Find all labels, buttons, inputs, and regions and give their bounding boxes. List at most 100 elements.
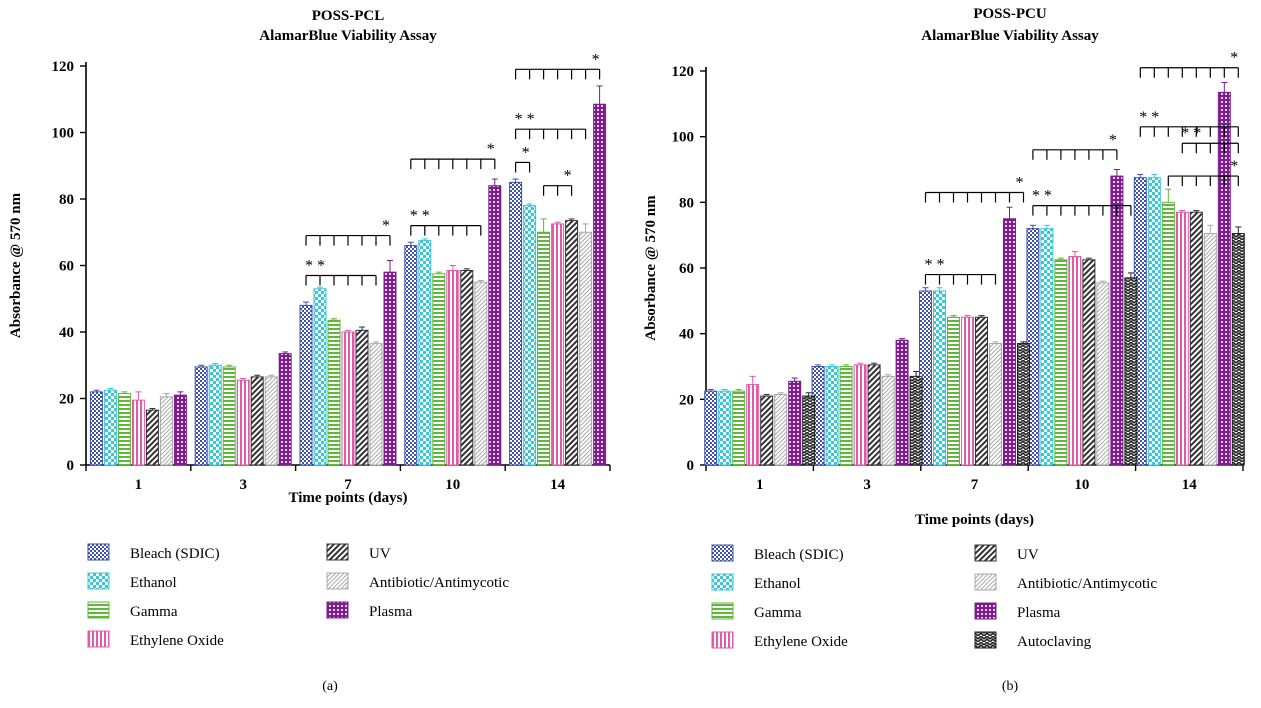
chart-b-significance-bracket: * * bbox=[1139, 109, 1239, 137]
chart-b-bar-autoclaving-day-1 bbox=[802, 395, 816, 466]
chart-a-legend-label-ethanol: Ethanol bbox=[130, 575, 177, 591]
chart-b-significance-label: * bbox=[1109, 132, 1117, 149]
chart-b-x-tick-label-14: 14 bbox=[1182, 477, 1198, 493]
chart-a-bar-bleach-sdic-day-14 bbox=[509, 181, 523, 466]
chart-b-bar-autoclaving-day-7 bbox=[1017, 343, 1030, 466]
chart-a-bar-bleach-sdic-day-10 bbox=[404, 245, 418, 466]
chart-a-y-tick-label: 40 bbox=[59, 325, 74, 341]
chart-b-significance-bracket: * * bbox=[1181, 125, 1239, 154]
chart-b-bar-bleach-sdic-day-1 bbox=[704, 390, 718, 466]
chart-b-bar-uv-day-10 bbox=[1082, 259, 1096, 466]
chart-a-bar-gamma-day-3 bbox=[222, 366, 236, 466]
chart-a-bar-ethylene-oxide-day-1 bbox=[131, 399, 145, 466]
chart-a-significance-label: * bbox=[487, 141, 495, 158]
chart-a-legend-label-bleach-sdic: Bleach (SDIC) bbox=[130, 546, 220, 562]
chart-b-x-tick-label-3: 3 bbox=[863, 477, 871, 493]
chart-a-significance-bracket: * bbox=[514, 51, 601, 80]
chart-a-legend-swatch-ethylene-oxide bbox=[87, 630, 110, 648]
chart-a-x-tick-label-10: 10 bbox=[445, 477, 460, 493]
chart-a-significance-bracket: * * bbox=[305, 257, 377, 286]
chart-a-bar-plasma-day-1 bbox=[173, 394, 187, 466]
chart-b-y-tick-label: 60 bbox=[679, 261, 694, 277]
chart-b-bar-ethylene-oxide-day-14 bbox=[1175, 211, 1189, 466]
chart-a-legend-label-gamma: Gamma bbox=[130, 604, 178, 620]
chart-a-bar-bleach-sdic-day-1 bbox=[89, 391, 103, 466]
chart-b-significance-label: * bbox=[1230, 158, 1238, 175]
chart-b-legend-swatch-uv bbox=[974, 544, 997, 562]
chart-a-bar-antibiotic-antimycotic-day-10 bbox=[474, 281, 488, 466]
chart-a-y-tick-label: 80 bbox=[59, 192, 74, 208]
chart-a-caption: (a) bbox=[322, 679, 338, 694]
chart-b-bar-gamma-day-1 bbox=[732, 390, 746, 466]
chart-a-legend: Bleach (SDIC) Ethanol Gamma Ethylene Oxide U… bbox=[87, 543, 509, 649]
chart-a-significance-label: * bbox=[564, 168, 572, 185]
chart-b-y-tick-label: 20 bbox=[679, 392, 694, 408]
chart-b-bar-autoclaving-day-14 bbox=[1231, 233, 1245, 466]
chart-b-x-axis-label: Time points (days) bbox=[915, 512, 1034, 528]
chart-a-legend-label-plasma: Plasma bbox=[369, 604, 413, 620]
chart-b-significance-label: * bbox=[1230, 50, 1238, 67]
chart-b-legend: Bleach (SDIC) Ethanol Gamma Ethylene Oxide U… bbox=[711, 544, 1157, 650]
chart-a-bar-ethylene-oxide-day-14 bbox=[551, 223, 565, 466]
chart-b-significance-label: * bbox=[1016, 174, 1024, 191]
chart-a-bar-ethanol-day-3 bbox=[208, 364, 222, 466]
chart-a-bar-uv-day-3 bbox=[250, 376, 264, 466]
chart-b-significance-label: * * bbox=[1181, 125, 1201, 142]
chart-a-legend-swatch-bleach-sdic bbox=[87, 543, 110, 561]
chart-b-significance-label: * * bbox=[1139, 109, 1159, 126]
chart-a-bar-uv-day-14 bbox=[565, 220, 579, 466]
chart-a-bar-uv-day-1 bbox=[145, 409, 159, 466]
chart-b-bar-uv-day-3 bbox=[867, 364, 881, 466]
chart-a-significance-bracket: * * bbox=[410, 208, 482, 236]
chart-a-bar-gamma-day-1 bbox=[117, 393, 131, 466]
chart-a-x-tick-label-3: 3 bbox=[239, 477, 247, 493]
chart-a-bar-uv-day-10 bbox=[460, 269, 474, 466]
chart-b-bar-ethylene-oxide-day-7 bbox=[961, 316, 974, 466]
chart-a-significance-bracket: * bbox=[514, 144, 531, 173]
chart-a-legend-swatch-gamma bbox=[87, 601, 110, 619]
chart-a-y-tick-label: 0 bbox=[67, 458, 75, 474]
chart-b-legend-label-gamma: Gamma bbox=[754, 605, 802, 621]
chart-b-legend-swatch-ethylene-oxide bbox=[711, 631, 734, 649]
chart-a-significance-label: * bbox=[592, 51, 600, 68]
chart-a-significance-label: * * bbox=[515, 111, 535, 128]
chart-a-bar-ethanol-day-1 bbox=[103, 389, 117, 466]
chart-b-legend-label-antibiotic-antimycotic: Antibiotic/Antimycotic bbox=[1017, 576, 1157, 592]
chart-b-bar-gamma-day-10 bbox=[1054, 259, 1068, 466]
chart-a-bar-antibiotic-antimycotic-day-3 bbox=[264, 376, 278, 466]
chart-a-bar-ethanol-day-14 bbox=[523, 205, 537, 466]
chart-a-y-tick-label: 100 bbox=[52, 126, 75, 142]
chart-b-bar-ethylene-oxide-day-10 bbox=[1068, 256, 1082, 466]
chart-a-bar-plasma-day-14 bbox=[593, 103, 607, 466]
chart-b-significance-bracket: * bbox=[1032, 132, 1118, 160]
chart-b-bar-plasma-day-7 bbox=[1003, 218, 1016, 466]
chart-a-x-tick-label-1: 1 bbox=[135, 477, 143, 493]
chart-b-x-tick-label-10: 10 bbox=[1074, 477, 1089, 493]
chart-b-bar-ethanol-day-10 bbox=[1040, 228, 1054, 466]
chart-a-bar-antibiotic-antimycotic-day-7 bbox=[369, 343, 383, 466]
chart-b-bar-gamma-day-3 bbox=[839, 366, 853, 466]
chart-a-significance-label: * bbox=[522, 144, 530, 161]
chart-b-x-tick-label-7: 7 bbox=[971, 477, 979, 493]
chart-a-y-tick-label: 60 bbox=[59, 259, 74, 275]
chart-b-bar-autoclaving-day-10 bbox=[1124, 277, 1138, 466]
chart-b-y-axis-label: Absorbance @ 570 nm bbox=[643, 195, 659, 341]
chart-a-bar-gamma-day-7 bbox=[327, 319, 341, 466]
chart-a-bar-uv-day-7 bbox=[355, 329, 369, 466]
chart-a-bar-plasma-day-10 bbox=[488, 185, 502, 466]
chart-a-bar-ethylene-oxide-day-10 bbox=[446, 269, 460, 466]
chart-b-legend-label-ethanol: Ethanol bbox=[754, 576, 801, 592]
chart-b-bar-uv-day-1 bbox=[760, 395, 774, 466]
chart-a-legend-swatch-ethanol bbox=[87, 572, 110, 590]
chart-b-legend-label-plasma: Plasma bbox=[1017, 605, 1061, 621]
chart-b-caption: (b) bbox=[1002, 679, 1019, 694]
chart-b-significance-bracket: * * bbox=[925, 257, 997, 285]
chart-b-bar-autoclaving-day-3 bbox=[909, 375, 923, 466]
chart-b-bar-ethylene-oxide-day-1 bbox=[746, 384, 760, 466]
chart-a-y-tick-label: 20 bbox=[59, 392, 74, 408]
chart-b-significance-bracket: * bbox=[924, 174, 1025, 203]
chart-b-significance-bracket: * * bbox=[1032, 188, 1132, 216]
chart-b-significance-bracket: * bbox=[1139, 50, 1239, 78]
chart-a-bar-antibiotic-antimycotic-day-14 bbox=[579, 231, 593, 466]
chart-b-legend-swatch-plasma bbox=[974, 602, 997, 620]
